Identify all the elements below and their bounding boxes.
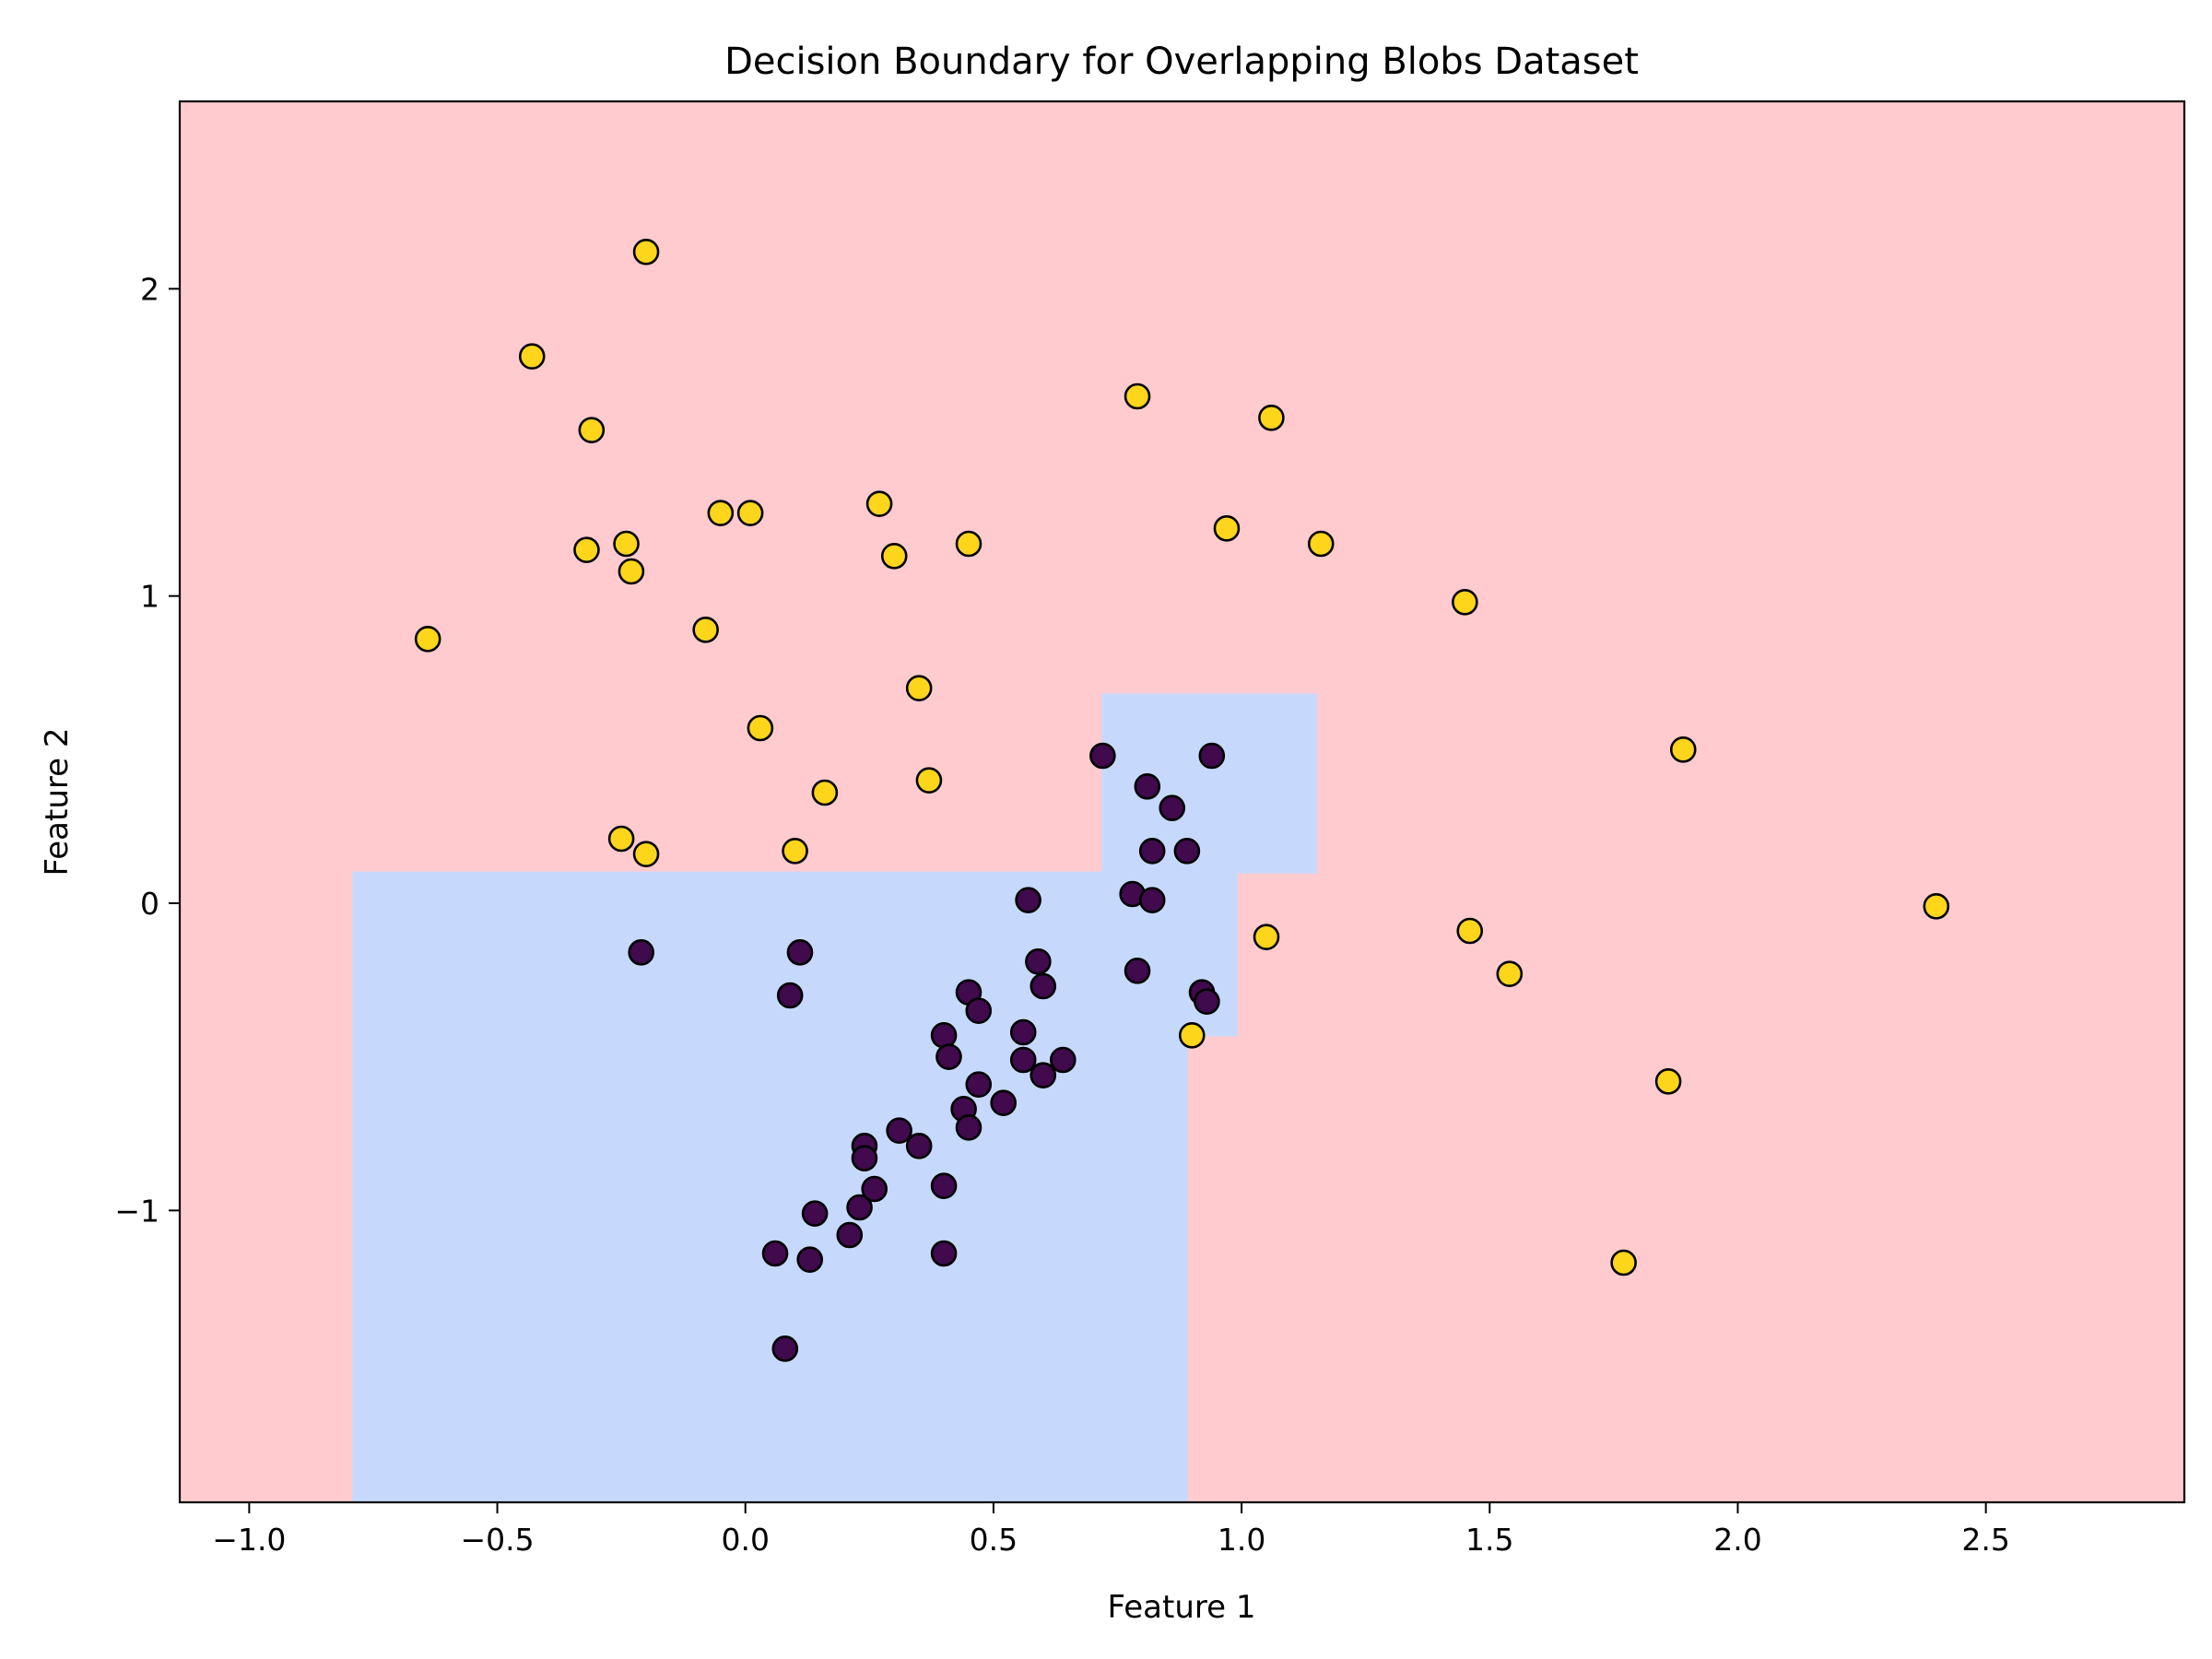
data-point-class-0 [1198, 742, 1226, 770]
data-point-class-1 [573, 536, 600, 563]
data-point-class-0 [1173, 838, 1201, 865]
region-class-0 [352, 693, 1317, 1502]
data-point-class-1 [1496, 960, 1524, 987]
data-point-class-1 [632, 239, 660, 265]
y-tick-label: −1 [114, 1193, 159, 1229]
data-point-class-1 [905, 675, 933, 701]
data-point-class-0 [955, 1114, 982, 1141]
x-tick-label: 2.0 [1713, 1522, 1761, 1558]
x-tick-label: −0.5 [460, 1522, 534, 1558]
data-point-class-0 [1134, 773, 1161, 800]
data-point-class-0 [1015, 887, 1041, 913]
data-point-class-0 [965, 1071, 993, 1098]
data-point-class-0 [861, 1175, 888, 1203]
data-point-class-1 [865, 490, 893, 517]
data-point-class-1 [782, 838, 808, 865]
data-point-class-0 [1138, 887, 1166, 913]
data-point-class-1 [1124, 382, 1151, 410]
x-axis-ticks: −1.0 −0.5 0.0 0.5 1.0 1.5 2.0 2.5 [212, 1502, 2010, 1558]
data-point-class-0 [1138, 838, 1166, 865]
y-axis-ticks: −1 0 1 2 [114, 271, 180, 1229]
data-point-class-0 [1159, 794, 1186, 821]
data-point-class-1 [1258, 405, 1285, 431]
data-point-class-0 [801, 1200, 829, 1227]
data-point-class-0 [935, 1043, 962, 1070]
data-point-class-1 [915, 767, 943, 794]
data-point-class-0 [776, 982, 804, 1009]
data-point-class-0 [1030, 1062, 1057, 1088]
data-point-class-1 [955, 530, 982, 558]
data-point-class-0 [930, 1022, 958, 1049]
data-points [414, 239, 1950, 1362]
data-point-class-1 [1213, 515, 1241, 542]
x-tick-label: 1.0 [1218, 1522, 1265, 1558]
data-point-class-0 [846, 1194, 873, 1221]
data-point-class-0 [886, 1117, 912, 1144]
data-point-class-0 [1194, 988, 1220, 1015]
data-point-class-0 [1009, 1018, 1037, 1046]
data-point-class-1 [578, 417, 606, 443]
data-point-class-0 [628, 939, 654, 966]
data-point-class-0 [836, 1221, 864, 1249]
data-point-class-0 [990, 1089, 1017, 1116]
data-point-class-1 [707, 500, 735, 526]
data-point-class-1 [1307, 530, 1335, 558]
data-point-class-1 [736, 500, 764, 526]
x-axis-label: Feature 1 [1108, 1589, 1256, 1626]
y-axis-label: Feature 2 [39, 728, 76, 877]
plot-area: −1.0 −0.5 0.0 0.5 1.0 1.5 2.0 2.5 −1 0 1 2 [114, 100, 2186, 1558]
x-tick-label: 0.5 [970, 1522, 1018, 1558]
data-point-class-1 [618, 558, 645, 585]
data-point-class-0 [851, 1145, 878, 1171]
data-point-class-1 [1654, 1068, 1682, 1095]
y-tick-label: 0 [140, 886, 159, 922]
data-point-class-1 [518, 343, 546, 370]
x-tick-label: 0.0 [721, 1522, 769, 1558]
data-point-class-1 [632, 841, 660, 867]
data-point-class-0 [1030, 972, 1057, 1000]
data-point-class-1 [414, 626, 441, 653]
chart-title: Decision Boundary for Overlapping Blobs … [724, 41, 1639, 83]
data-point-class-0 [1089, 742, 1116, 770]
data-point-class-1 [692, 617, 719, 643]
data-point-class-0 [1124, 958, 1151, 984]
data-point-class-1 [1178, 1022, 1206, 1049]
data-point-class-1 [1669, 736, 1697, 763]
data-point-class-1 [607, 825, 635, 853]
data-point-class-1 [1253, 924, 1280, 950]
data-point-class-0 [796, 1246, 824, 1273]
x-tick-label: 2.5 [1961, 1522, 2009, 1558]
data-point-class-0 [771, 1335, 799, 1362]
data-point-class-1 [747, 714, 774, 742]
data-point-class-1 [1456, 917, 1484, 945]
data-point-class-1 [1610, 1249, 1637, 1277]
x-tick-label: 1.5 [1465, 1522, 1513, 1558]
data-point-class-0 [761, 1240, 789, 1267]
x-tick-label: −1.0 [212, 1522, 286, 1558]
data-point-class-1 [1923, 893, 1950, 920]
data-point-class-0 [965, 997, 993, 1024]
data-point-class-0 [905, 1133, 933, 1159]
data-point-class-0 [1049, 1046, 1077, 1074]
data-point-class-0 [1009, 1046, 1037, 1074]
y-tick-label: 2 [140, 271, 159, 307]
data-point-class-1 [811, 779, 839, 806]
data-point-class-0 [1025, 948, 1052, 975]
data-point-class-0 [930, 1172, 958, 1199]
data-point-class-1 [613, 530, 640, 558]
data-point-class-0 [786, 939, 814, 966]
plot-frame [178, 100, 2186, 1504]
data-point-class-1 [1452, 589, 1478, 616]
y-tick-label: 1 [140, 579, 159, 615]
data-point-class-1 [880, 543, 908, 570]
data-point-class-0 [930, 1240, 958, 1267]
